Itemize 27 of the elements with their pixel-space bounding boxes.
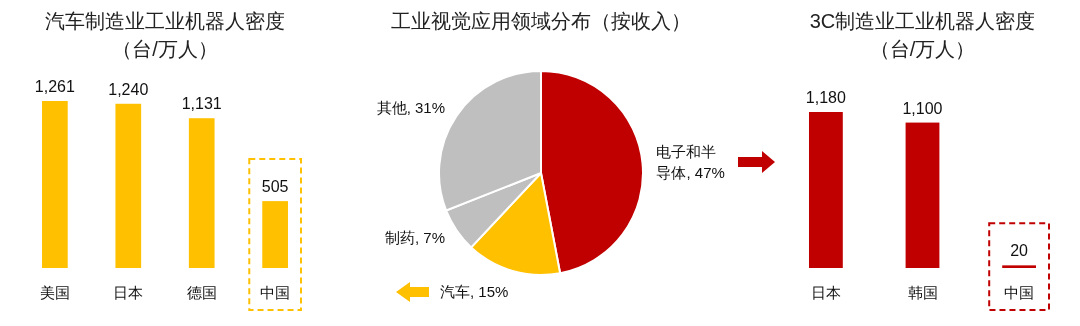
chart-subtitle: （台/万人）	[869, 38, 976, 60]
chart-title: 工业视觉应用领域分布（按收入）	[391, 10, 691, 32]
chart-title: 汽车制造业工业机器人密度	[45, 10, 285, 32]
x-tick-label: 日本	[113, 284, 144, 301]
data-label: 20	[1010, 242, 1029, 260]
x-tick-label: 德国	[186, 284, 217, 301]
data-label: 1,240	[108, 80, 149, 98]
data-label: 1,180	[805, 89, 847, 106]
bar	[188, 118, 215, 268]
slice-label: 制药, 7%	[385, 229, 446, 247]
data-label: 1,100	[902, 99, 943, 117]
data-label: 1,261	[34, 78, 75, 95]
legend-label: 汽车, 15%	[440, 283, 509, 300]
x-tick-label: 美国	[39, 284, 70, 301]
data-label: 505	[261, 178, 289, 196]
x-tick-label: 日本	[810, 284, 841, 301]
chart-subtitle: （台/万人）	[112, 38, 218, 60]
data-label: 1,131	[181, 95, 222, 113]
bar	[115, 103, 142, 268]
x-tick-label: 中国	[1004, 284, 1035, 301]
x-tick-label: 韩国	[907, 284, 938, 301]
bar	[42, 101, 68, 268]
slice-label: 其他, 31%	[376, 98, 446, 116]
x-tick-label: 中国	[260, 284, 291, 301]
chart-title: 3C制造业工业机器人密度	[809, 10, 1036, 32]
bar	[262, 201, 288, 268]
slice-label: 电子和半导体, 47%	[656, 143, 725, 182]
